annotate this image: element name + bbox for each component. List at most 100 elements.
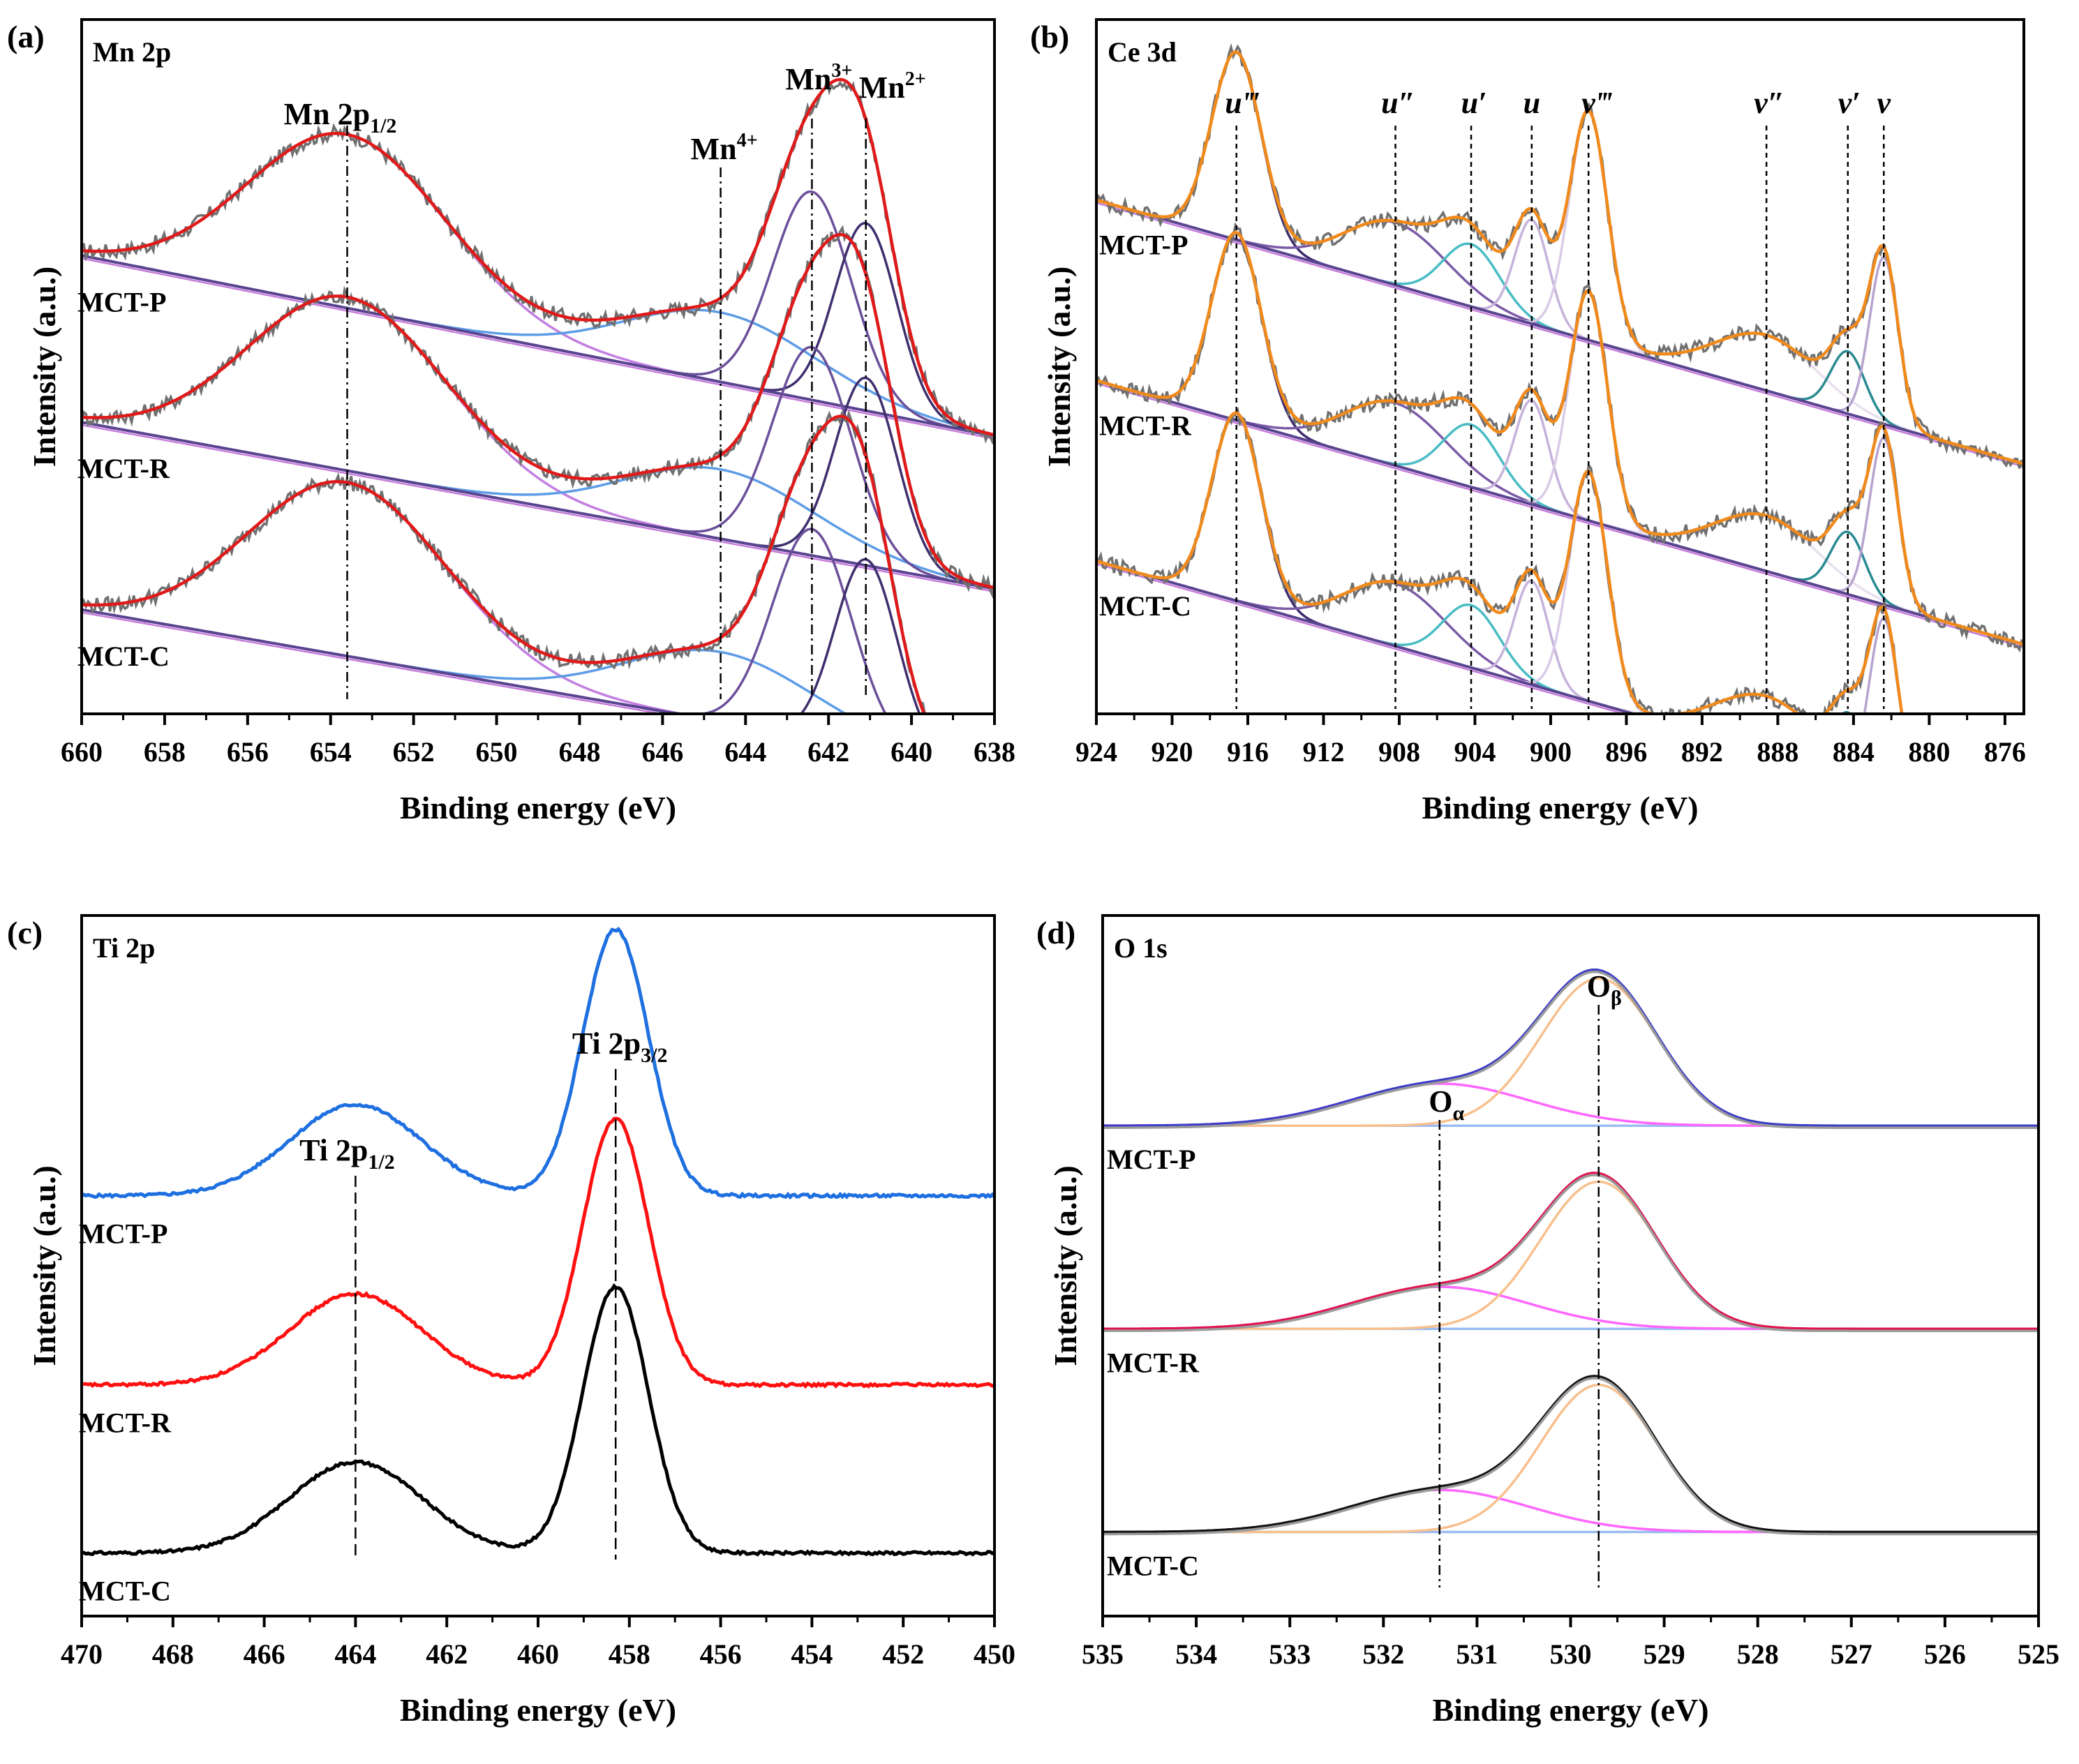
x-tick-label: 526 xyxy=(1924,1638,1966,1670)
o-component-1 xyxy=(1104,1180,2037,1331)
x-tick-label: 533 xyxy=(1269,1638,1311,1670)
background-line-2 xyxy=(83,611,659,712)
ti-spectrum xyxy=(83,1283,993,1557)
peak-label-main: v′ xyxy=(1838,86,1861,120)
peak-label: Ti 2p3/2 xyxy=(572,1026,668,1067)
x-tick-label: 470 xyxy=(61,1638,103,1670)
component-2-4 xyxy=(1098,470,1645,712)
region-label: Mn 2p xyxy=(93,36,171,68)
sample-label: MCT-R xyxy=(1107,1347,1200,1378)
plot-frame xyxy=(1101,914,2040,1617)
panel-label: (b) xyxy=(1030,19,1069,54)
x-axis-title: Binding energy (eV) xyxy=(1432,1692,1708,1728)
x-tick-label: 529 xyxy=(1644,1638,1685,1670)
region-label: O 1s xyxy=(1114,932,1168,964)
background-line xyxy=(83,608,678,712)
x-tick-label: 468 xyxy=(152,1638,194,1670)
x-tick-label: 644 xyxy=(724,736,766,768)
x-tick-label: 892 xyxy=(1681,736,1723,768)
x-axis-title: Binding energy (eV) xyxy=(1422,790,1698,825)
x-tick-label: 888 xyxy=(1757,736,1798,768)
peak-label: Mn3+ xyxy=(785,60,852,96)
sample-label: MCT-C xyxy=(79,1576,171,1607)
y-axis-title: Intensity (a.u.) xyxy=(1041,267,1077,468)
peak-label-main: Mn xyxy=(691,132,737,166)
sample-label: MCT-R xyxy=(1099,410,1192,441)
peak-label: Mn4+ xyxy=(691,130,758,166)
peak-label: v′ xyxy=(1838,86,1861,120)
background-line-2 xyxy=(1098,382,2022,648)
panel-a: 660 658 656 654 652 650 648 646 644 642 640 638 Bind… xyxy=(7,18,1015,825)
x-tick-label: 646 xyxy=(641,736,683,768)
x-tick-label: 532 xyxy=(1362,1638,1404,1670)
x-tick-label: 884 xyxy=(1833,736,1875,768)
peak-label: Oα xyxy=(1429,1084,1464,1125)
panel-label: (c) xyxy=(7,915,43,950)
fitted-envelope xyxy=(1098,230,2022,646)
background-line xyxy=(1098,560,1634,712)
peak-label-sub: 3/2 xyxy=(641,1044,667,1067)
background-line-2 xyxy=(1098,563,1623,712)
o-component-1 xyxy=(1104,1383,2037,1534)
background-line-2 xyxy=(83,257,993,440)
x-tick-label: 528 xyxy=(1737,1638,1779,1670)
panel-b: 924 920 916 912 908 904 900 896 892 888 884 880 876 B… xyxy=(1030,18,2026,825)
fitted-envelope xyxy=(83,232,993,590)
o-component-0 xyxy=(1104,1488,2037,1534)
peak-label-main: u‴ xyxy=(1225,86,1259,120)
o-component-1 xyxy=(1104,977,2037,1127)
o-component-0 xyxy=(1104,1082,2037,1127)
plot-frame xyxy=(80,914,996,1617)
peak-label-main: v″ xyxy=(1754,86,1784,120)
region-label: Ti 2p xyxy=(93,932,155,964)
peak-label-main: O xyxy=(1587,969,1611,1003)
panel-c: 470 468 466 464 462 460 458 456 454 452 450 Binding… xyxy=(7,914,1015,1728)
peak-label-main: Ti 2p xyxy=(299,1133,368,1167)
x-tick-label: 904 xyxy=(1454,736,1496,768)
x-axis-title: Binding energy (eV) xyxy=(400,1692,676,1728)
peak-label: v xyxy=(1877,86,1891,120)
peak-label: u xyxy=(1523,86,1540,120)
ti-spectrum xyxy=(83,927,993,1200)
peak-label-main: Ti 2p xyxy=(572,1026,641,1061)
o-raw xyxy=(1104,1375,2037,1534)
peak-label: v″ xyxy=(1754,86,1784,120)
x-tick-label: 530 xyxy=(1550,1638,1592,1670)
peak-label: u′ xyxy=(1461,86,1487,120)
y-axis-title: Intensity (a.u.) xyxy=(1048,1165,1083,1366)
sample-label: MCT-P xyxy=(1099,230,1188,261)
o-raw xyxy=(1104,968,2037,1127)
sample-label: MCT-C xyxy=(1107,1550,1199,1582)
x-tick-label: 880 xyxy=(1908,736,1950,768)
x-tick-label: 908 xyxy=(1378,736,1420,768)
peak-label-main: u″ xyxy=(1381,86,1415,120)
panel-d: 535 534 533 532 531 530 529 528 527 526 525 Binding… xyxy=(1036,914,2059,1728)
x-tick-label: 658 xyxy=(144,736,186,768)
plot-area xyxy=(83,77,993,712)
sample-label: MCT-R xyxy=(79,1407,172,1439)
fitted-envelope xyxy=(83,414,925,712)
background-line-2 xyxy=(83,424,993,592)
x-tick-label: 648 xyxy=(558,736,600,768)
peak-label-sub: α xyxy=(1453,1102,1465,1125)
sample-label: MCT-R xyxy=(77,453,170,484)
raw-spectrum xyxy=(83,225,993,599)
background-line xyxy=(1098,379,2022,646)
peak-label-sup: 2+ xyxy=(905,68,926,90)
x-tick-label: 466 xyxy=(244,1638,285,1670)
peak-label-sup: 3+ xyxy=(831,60,852,82)
peak-label-sub: 1/2 xyxy=(368,1151,394,1174)
ti-spectrum xyxy=(83,1116,993,1389)
sample-label: MCT-C xyxy=(77,641,170,672)
sample-label: MCT-C xyxy=(1099,590,1191,622)
peak-label-main: Mn xyxy=(785,62,831,96)
peak-label-main: v‴ xyxy=(1581,86,1613,120)
x-tick-label: 652 xyxy=(393,736,435,768)
x-tick-label: 525 xyxy=(2018,1638,2059,1670)
peak-label-sup: 4+ xyxy=(737,130,758,151)
o-envelope xyxy=(1104,1174,2037,1333)
x-tick-label: 660 xyxy=(61,736,103,768)
x-tick-label: 640 xyxy=(891,736,932,768)
x-tick-label: 454 xyxy=(791,1638,833,1670)
plot-area xyxy=(1098,43,2022,712)
